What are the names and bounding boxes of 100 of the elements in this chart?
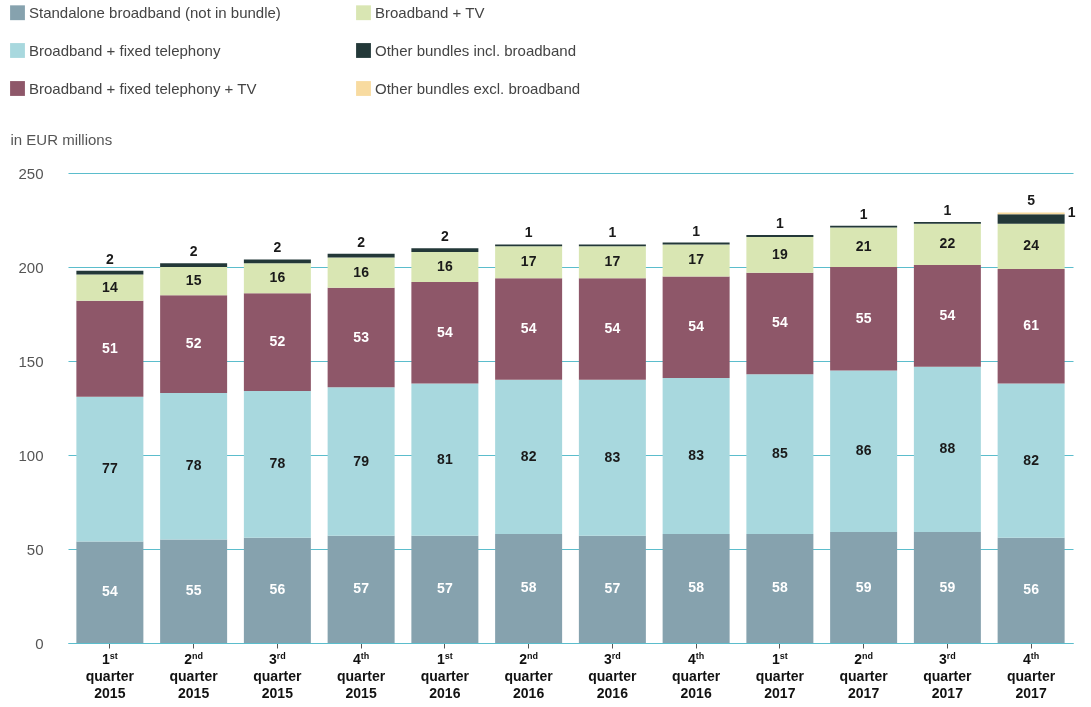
bar xyxy=(578,379,646,536)
data-label: 78 xyxy=(269,455,286,472)
bar xyxy=(76,274,144,301)
data-label: 54 xyxy=(772,314,788,331)
data-label: 88 xyxy=(939,440,956,457)
y-tick-label: 50 xyxy=(26,540,44,558)
bar xyxy=(160,267,228,296)
data-label: 55 xyxy=(185,582,202,599)
bar xyxy=(411,251,479,283)
data-label: 77 xyxy=(102,460,118,477)
y-tick-label: 0 xyxy=(35,634,44,652)
x-tick-label: 1$^{st}$ quarter 2017 xyxy=(755,650,805,701)
data-label: 82 xyxy=(520,447,537,464)
data-label: 22 xyxy=(939,235,956,252)
legend-label: Broadband + fixed telephony + TV xyxy=(29,79,257,97)
bar xyxy=(327,535,395,643)
x-tick-label: 4$^{th}$ quarter 2016 xyxy=(672,650,721,701)
data-label: 82 xyxy=(1023,451,1040,468)
data-label: 55 xyxy=(855,309,872,326)
y-tick-label: 250 xyxy=(18,164,44,182)
bar xyxy=(160,263,228,267)
data-label: 17 xyxy=(604,253,621,270)
bar xyxy=(746,374,814,534)
bar xyxy=(160,539,228,643)
bar xyxy=(76,270,144,275)
bar xyxy=(578,535,646,643)
bar xyxy=(830,267,898,371)
bar xyxy=(913,532,981,643)
data-label: 1 xyxy=(775,215,784,232)
bar xyxy=(411,282,479,384)
bar xyxy=(243,537,311,643)
data-label: 61 xyxy=(1023,317,1040,334)
data-label: 1 xyxy=(524,224,533,241)
data-label: 57 xyxy=(604,580,621,597)
data-label: 51 xyxy=(102,339,118,356)
data-label: 53 xyxy=(353,328,370,345)
data-label: 16 xyxy=(269,269,286,286)
bar xyxy=(76,541,144,643)
bar xyxy=(327,287,395,388)
x-tick-label: 3$^{rd}$ quarter 2015 xyxy=(253,650,303,701)
data-label: 15 xyxy=(185,272,202,289)
data-label: 5 xyxy=(1027,192,1036,209)
bar xyxy=(76,396,144,542)
bar xyxy=(997,214,1065,224)
data-label: 2 xyxy=(440,228,449,245)
x-tick-label: 3$^{rd}$ quarter 2016 xyxy=(588,650,638,701)
data-label: 16 xyxy=(437,258,453,274)
legend-label: Broadband + fixed telephony xyxy=(29,41,221,59)
data-label: 78 xyxy=(185,457,202,474)
data-label: 21 xyxy=(855,238,872,255)
bar xyxy=(662,377,730,534)
bar xyxy=(830,370,898,533)
data-label: 83 xyxy=(604,448,621,465)
y-tick-label: 200 xyxy=(18,258,44,276)
x-tick-label: 1$^{st}$ quarter 2015 xyxy=(85,650,135,701)
bar xyxy=(997,537,1065,643)
data-label: 83 xyxy=(688,446,705,463)
data-label: 54 xyxy=(102,583,118,600)
data-label: 2 xyxy=(273,239,282,256)
data-label: 54 xyxy=(939,306,956,323)
bar xyxy=(495,533,563,643)
data-label: 2 xyxy=(357,233,366,250)
bar xyxy=(243,263,311,294)
bar xyxy=(495,379,563,534)
data-label: 1 xyxy=(859,205,868,222)
bar xyxy=(160,392,228,540)
legend-label: Other bundles incl. broadband xyxy=(375,41,576,59)
data-label: 81 xyxy=(437,450,453,467)
bar xyxy=(495,278,563,380)
bar xyxy=(411,535,479,643)
bar xyxy=(578,246,646,279)
bar xyxy=(411,248,479,252)
data-label: 85 xyxy=(772,445,788,462)
y-tick-label: 150 xyxy=(18,352,44,370)
data-label: 17 xyxy=(520,253,537,270)
x-tick-label: 2$^{nd}$ quarter 2015 xyxy=(169,650,219,701)
bar xyxy=(160,295,228,393)
bar xyxy=(243,391,311,538)
data-label: 17 xyxy=(688,251,705,268)
data-label: 54 xyxy=(604,320,621,337)
data-label: 19 xyxy=(772,245,788,262)
data-label: 59 xyxy=(855,578,872,595)
x-tick-label: 3$^{rd}$ quarter 2017 xyxy=(923,650,973,701)
data-label: 59 xyxy=(939,578,956,595)
bar xyxy=(997,223,1065,269)
y-tick-label: 100 xyxy=(18,446,44,464)
data-label: 1 xyxy=(608,224,617,241)
data-label: 79 xyxy=(353,452,370,469)
legend-label: Broadband + TV xyxy=(375,3,485,21)
data-label: 58 xyxy=(772,579,788,596)
data-label: 16 xyxy=(353,263,370,280)
bar xyxy=(830,532,898,643)
data-label: 86 xyxy=(855,442,872,459)
data-label: 2 xyxy=(105,250,114,267)
bar xyxy=(746,236,814,273)
bar xyxy=(495,246,563,279)
y-axis-title: in EUR millions xyxy=(10,130,113,148)
bar xyxy=(578,278,646,380)
bar xyxy=(662,533,730,643)
bar xyxy=(997,268,1065,384)
